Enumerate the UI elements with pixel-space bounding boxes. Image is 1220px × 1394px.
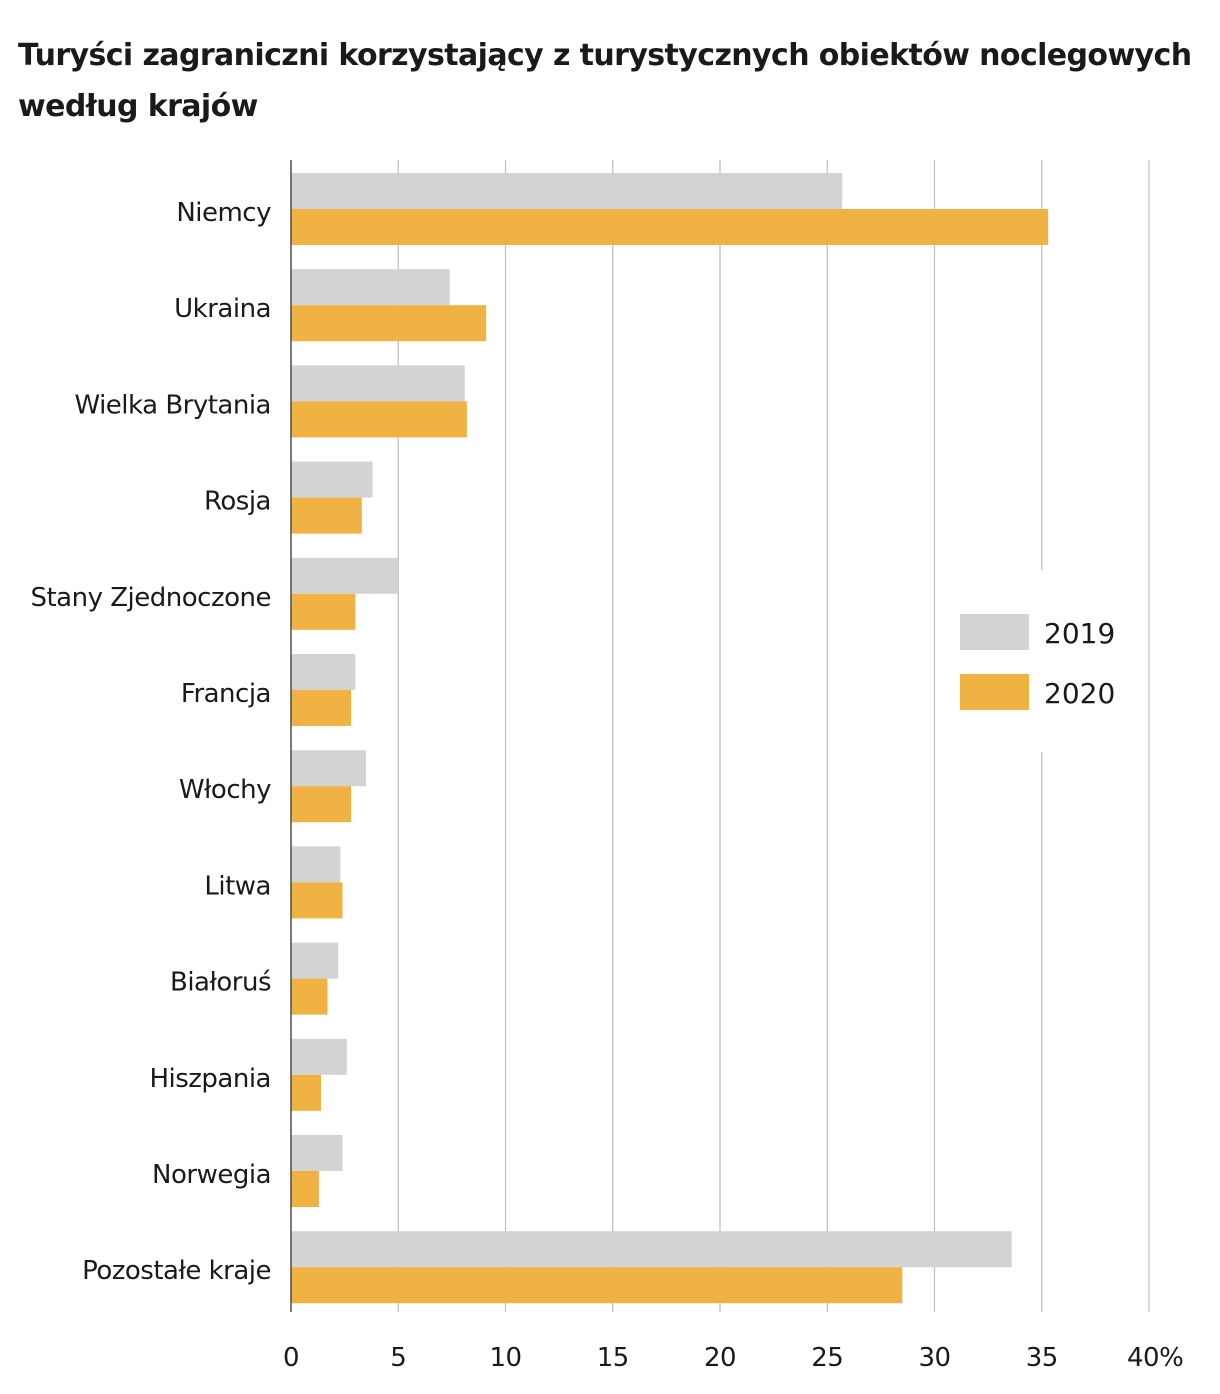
chart-title: Turyści zagraniczni korzystający z turys… <box>18 38 1192 124</box>
bar-2020-10 <box>291 1074 322 1111</box>
bar-2020-11 <box>291 1171 319 1207</box>
bar-2019-7 <box>291 750 367 787</box>
bar-2019-10 <box>291 1038 347 1075</box>
bar-2020-9 <box>291 978 328 1015</box>
bar-2019-3 <box>291 365 465 402</box>
x-tick-label: 40% <box>1127 1343 1183 1373</box>
bar-2019-9 <box>291 942 339 979</box>
x-tick-label: 20 <box>704 1343 736 1373</box>
x-tick-label: 0 <box>283 1343 299 1373</box>
x-tick-label: 5 <box>390 1343 406 1373</box>
bar-2019-12 <box>291 1231 1012 1268</box>
bar-2019-1 <box>291 173 843 209</box>
x-tick-label: 35 <box>1026 1343 1058 1373</box>
x-tick-label: 10 <box>489 1343 521 1373</box>
bar-2019-6 <box>291 654 356 690</box>
category-label: Białoruś <box>170 968 271 998</box>
category-label: Stany Zjednoczone <box>30 583 271 613</box>
legend-swatch <box>960 674 1029 710</box>
category-label: Francja <box>181 679 271 709</box>
category-label: Niemcy <box>176 198 271 228</box>
bar-2020-4 <box>291 497 362 534</box>
category-label: Litwa <box>204 871 271 901</box>
category-label: Włochy <box>179 775 271 805</box>
bar-2019-11 <box>291 1135 343 1171</box>
bar-2019-2 <box>291 269 450 306</box>
legend-swatch <box>960 614 1029 650</box>
category-label: Hiszpania <box>149 1064 271 1094</box>
legend-label: 2020 <box>1044 677 1115 710</box>
bar-2020-5 <box>291 593 356 630</box>
bar-2020-7 <box>291 786 352 823</box>
legend-label: 2019 <box>1044 617 1115 650</box>
bar-2019-5 <box>291 557 399 594</box>
legend-background <box>944 570 1144 752</box>
x-tick-label: 30 <box>918 1343 950 1373</box>
bar-2020-1 <box>291 209 1049 245</box>
bar-2019-8 <box>291 846 341 883</box>
bar-2019-4 <box>291 461 373 498</box>
category-label: Norwegia <box>152 1160 271 1190</box>
x-tick-label: 25 <box>811 1343 843 1373</box>
category-label: Wielka Brytania <box>74 390 271 420</box>
bar-2020-2 <box>291 305 487 342</box>
category-label: Pozostałe kraje <box>82 1256 271 1286</box>
category-label: Rosja <box>204 487 271 517</box>
bar-2020-3 <box>291 401 467 438</box>
bar-2020-8 <box>291 882 343 919</box>
category-label: Ukraina <box>174 294 271 324</box>
bar-2020-12 <box>291 1267 903 1304</box>
x-tick-label: 15 <box>597 1343 629 1373</box>
bar-2020-6 <box>291 690 352 726</box>
